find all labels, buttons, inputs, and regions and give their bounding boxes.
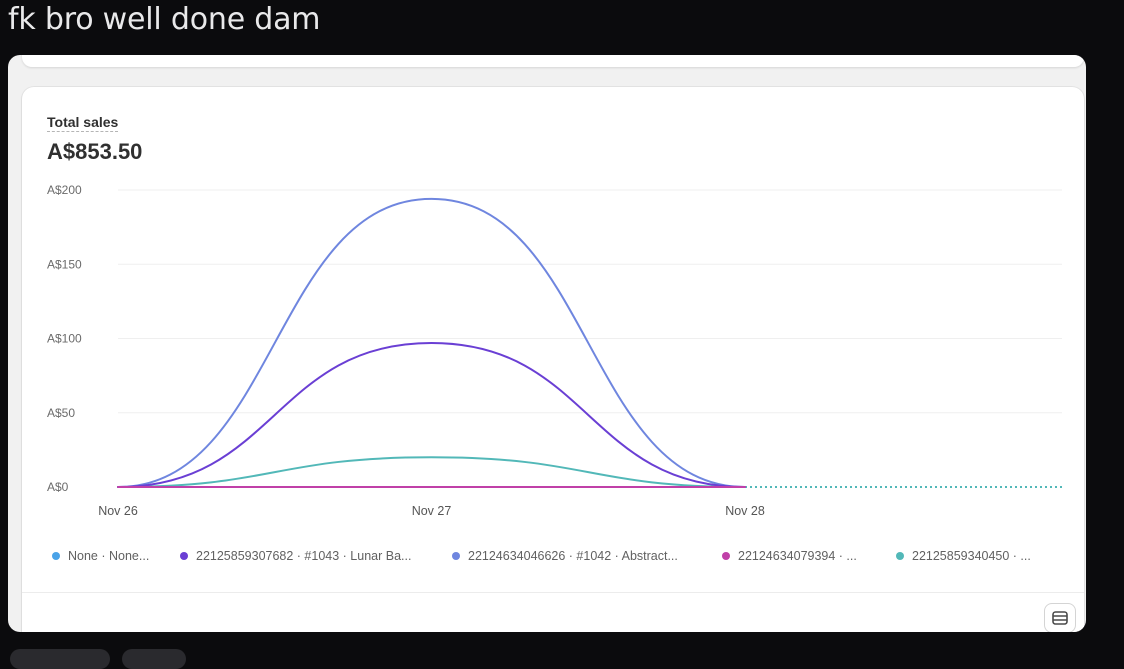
table-icon (1052, 611, 1068, 625)
y-tick-label: A$200 (47, 183, 82, 197)
legend-swatch (452, 552, 460, 560)
card-divider (22, 592, 1084, 593)
legend-swatch (722, 552, 730, 560)
metric-label[interactable]: Total sales (47, 114, 119, 132)
y-axis-ticks: A$0 A$50 A$100 A$150 A$200 (47, 183, 82, 494)
x-tick-label: Nov 27 (412, 504, 452, 518)
metric-value: A$853.50 (47, 139, 143, 164)
x-axis-ticks: Nov 26 Nov 27 Nov 28 (98, 504, 765, 518)
legend-label: 22124634079394 · ... (738, 549, 857, 563)
legend-label: 22125859340450 · ... (912, 549, 1031, 563)
legend-swatch (52, 552, 60, 560)
series-layer (117, 197, 1062, 489)
legend-item[interactable]: 22125859340450 · ... (896, 549, 1056, 563)
chart-legend: None · None... 22125859307682 · #1043 · L… (52, 549, 1056, 563)
legend-label: 22124634046626 · #1042 · Abstract... (468, 549, 678, 563)
reaction-pill[interactable] (122, 649, 186, 669)
legend-item[interactable]: 22124634046626 · #1042 · Abstract... (452, 549, 722, 563)
total-sales-card: Total sales A$853.50 A$0 A$50 A$100 A$150 A$… (22, 87, 1084, 632)
series-line[interactable] (117, 341, 746, 488)
view-table-button[interactable] (1044, 603, 1076, 632)
y-tick-label: A$0 (47, 480, 69, 494)
legend-swatch (180, 552, 188, 560)
y-tick-label: A$150 (47, 257, 82, 271)
y-tick-label: A$100 (47, 332, 82, 346)
legend-label: None · None... (68, 549, 150, 563)
legend-swatch (896, 552, 904, 560)
legend-item[interactable]: 22124634079394 · ... (722, 549, 896, 563)
x-tick-label: Nov 26 (98, 504, 138, 518)
previous-card-edge (22, 55, 1084, 67)
x-tick-label: Nov 28 (725, 504, 765, 518)
y-tick-label: A$50 (47, 406, 75, 420)
reaction-pill[interactable] (10, 649, 110, 669)
legend-item[interactable]: None · None... (52, 549, 180, 563)
chart-embed-frame: Total sales A$853.50 A$0 A$50 A$100 A$150 A$… (8, 55, 1086, 632)
legend-label: 22125859307682 · #1043 · Lunar Ba... (196, 549, 412, 563)
grid-layer (118, 189, 1062, 414)
series-line[interactable] (117, 456, 746, 488)
series-line[interactable] (117, 197, 746, 488)
legend-item[interactable]: 22125859307682 · #1043 · Lunar Ba... (180, 549, 452, 563)
message-text: fk bro well done dam (8, 2, 321, 37)
